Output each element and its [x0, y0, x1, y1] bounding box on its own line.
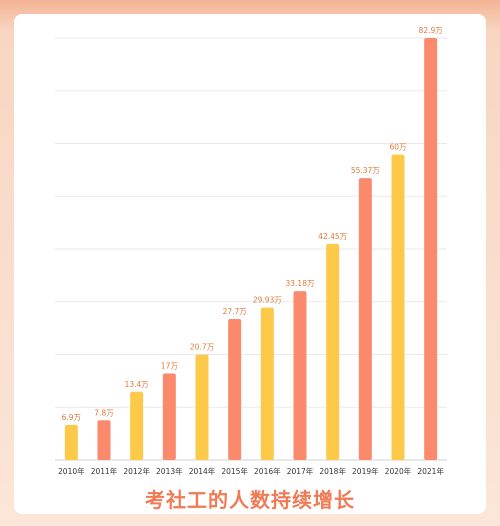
bar-value-label: 55.37万 — [351, 166, 380, 175]
x-tick-label: 2016年 — [254, 466, 281, 476]
bar — [358, 178, 372, 460]
bar — [162, 373, 176, 460]
x-tick-label: 2013年 — [156, 466, 183, 476]
bar — [293, 291, 307, 460]
x-tick-label: 2017年 — [287, 466, 314, 476]
bar-chart: 6.9万 2010年 7.8万 2011年 13.4万 2012年 17万 2013年 20.7… — [55, 26, 447, 476]
bar — [424, 38, 438, 460]
bar — [64, 424, 78, 460]
x-tick-label: 2019年 — [352, 466, 379, 476]
x-tick-label: 2014年 — [189, 466, 216, 476]
x-tick-label: 2020年 — [385, 466, 412, 476]
bar-value-label: 6.9万 — [62, 413, 82, 422]
bar — [130, 391, 144, 460]
bar-value-label: 60万 — [389, 143, 407, 152]
x-tick-label: 2018年 — [319, 466, 346, 476]
bar-value-label: 13.4万 — [125, 380, 150, 389]
bar-value-label: 29.93万 — [253, 296, 282, 305]
x-tick-label: 2011年 — [91, 466, 118, 476]
chart-panel — [14, 14, 486, 514]
bar-value-label: 82.9万 — [419, 26, 444, 35]
bar — [326, 243, 340, 460]
bar-value-label: 17万 — [161, 361, 179, 370]
bar-value-label: 7.8万 — [94, 408, 114, 417]
bar-value-label: 20.7万 — [190, 343, 215, 352]
x-tick-label: 2010年 — [58, 466, 85, 476]
bar — [195, 354, 209, 460]
x-tick-label: 2021年 — [417, 466, 444, 476]
x-tick-label: 2015年 — [221, 466, 248, 476]
bar — [228, 318, 242, 460]
bar-value-label: 42.45万 — [318, 232, 347, 241]
bar-value-label: 33.18万 — [286, 279, 315, 288]
bar — [97, 420, 111, 460]
bar — [260, 307, 274, 460]
chart-caption: 考社工的人数持续增长 — [145, 488, 355, 512]
bar — [391, 154, 405, 460]
bar-value-label: 27.7万 — [223, 307, 248, 316]
x-tick-label: 2012年 — [123, 466, 150, 476]
